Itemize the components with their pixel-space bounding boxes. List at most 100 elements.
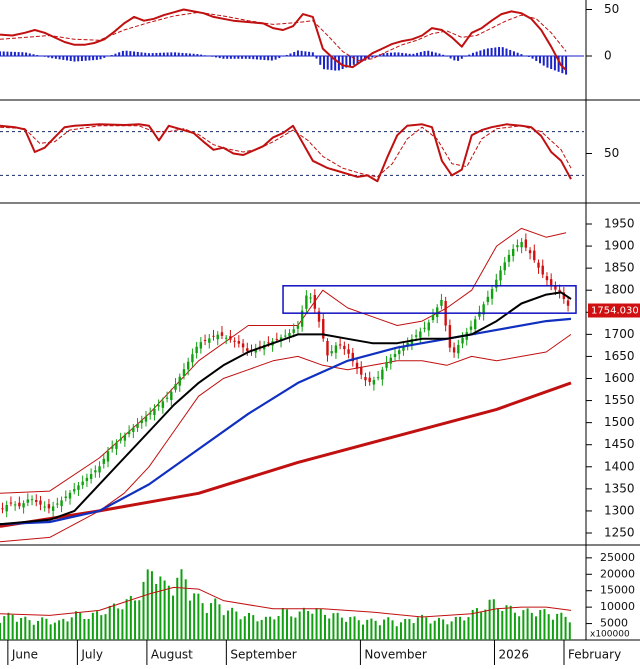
volume-bar — [218, 604, 221, 640]
volume-bar — [383, 619, 386, 640]
volume-bar — [24, 616, 27, 640]
candle-body — [322, 319, 325, 339]
macd-histogram-bar — [211, 56, 214, 57]
volume-bar — [3, 616, 6, 640]
volume-bar — [100, 615, 103, 640]
macd-histogram-bar — [133, 51, 136, 56]
candle-body — [229, 336, 232, 340]
macd-histogram-bar — [486, 48, 489, 56]
macd-histogram-bar — [47, 56, 50, 58]
macd-histogram-bar — [88, 56, 91, 61]
volume-bar — [336, 612, 339, 640]
volume-bar — [522, 610, 525, 640]
macd-histogram-bar — [490, 47, 493, 56]
volume-bar — [0, 622, 1, 640]
time-axis: June July August September November 2026 Febru… — [7, 640, 621, 665]
volume-bar — [374, 620, 377, 640]
x-tick-label: 2026 — [498, 648, 529, 662]
macd-histogram-bar — [323, 56, 325, 70]
x-tick-label: August — [151, 648, 193, 662]
macd-histogram-bar — [382, 53, 385, 56]
macd-histogram-bar — [174, 52, 177, 56]
volume-bar — [146, 569, 149, 640]
candle-body — [309, 297, 312, 299]
macd-histogram-bar — [129, 51, 132, 56]
sma200-line — [0, 381, 572, 528]
candle-body — [60, 500, 63, 507]
macd-histogram-bar — [166, 52, 169, 56]
volume-bar — [459, 616, 462, 640]
macd-histogram-bar — [121, 50, 124, 56]
macd-histogram-bar — [222, 56, 225, 59]
macd-histogram-bar — [397, 52, 400, 56]
y-tick-label: 50 — [604, 2, 619, 16]
macd-histogram-bar — [505, 48, 508, 56]
macd-histogram-bar — [445, 56, 448, 57]
volume-bar — [269, 616, 272, 640]
candle-body — [566, 300, 570, 306]
candle-body — [174, 384, 177, 390]
candle-body — [153, 408, 156, 416]
candle-body — [9, 502, 13, 504]
volume-bar — [172, 595, 175, 640]
candle-body — [267, 342, 270, 344]
stochastic-panel: 50 — [0, 123, 619, 183]
candle-body — [170, 391, 173, 401]
volume-bar — [429, 623, 432, 640]
volume-bar — [248, 613, 251, 640]
macd-histogram-bar — [84, 56, 87, 61]
macd-histogram-bar — [114, 53, 117, 56]
x-tick-label: February — [568, 648, 621, 662]
macd-histogram-bar — [151, 53, 154, 56]
volume-bar — [366, 619, 369, 640]
volume-bar — [134, 600, 137, 640]
volume-bar — [167, 585, 170, 640]
volume-bar — [45, 618, 48, 640]
last-price-badge — [588, 303, 640, 318]
candle-body — [233, 340, 236, 342]
candle-body — [81, 481, 84, 486]
macd-histogram-bar — [13, 51, 16, 56]
volume-bar — [416, 617, 419, 640]
candle-body — [1, 508, 4, 510]
macd-histogram-bar — [352, 56, 355, 65]
volume-bar — [530, 612, 533, 640]
macd-histogram-bar — [2, 51, 5, 56]
volume-bar — [79, 612, 82, 640]
volume-bar — [163, 580, 166, 640]
volume-bar — [467, 617, 470, 640]
macd-histogram-bar — [17, 52, 20, 56]
macd-histogram-bar — [274, 56, 277, 60]
volume-bar — [518, 616, 521, 640]
candle-body — [334, 345, 338, 353]
x-tick-label: September — [230, 648, 296, 662]
volume-bar — [150, 571, 153, 640]
y-tick-label: 1850 — [604, 261, 635, 275]
macd-histogram-bar — [188, 53, 191, 56]
candle-body — [351, 352, 354, 362]
volume-bar — [83, 619, 86, 640]
volume-bar — [387, 617, 390, 640]
candle-body — [182, 369, 186, 376]
volume-bar — [475, 608, 478, 640]
macd-histogram-bar — [6, 51, 9, 56]
volume-bar — [307, 611, 310, 640]
volume-bar — [395, 626, 398, 640]
volume-bar — [340, 617, 343, 640]
macd-histogram-bar — [244, 56, 247, 59]
candle-body — [254, 348, 257, 353]
volume-bar — [260, 619, 263, 640]
macd-histogram-bar — [349, 56, 352, 67]
macd-histogram-bar — [107, 56, 109, 57]
volume-bar — [273, 619, 276, 640]
candle-body — [406, 342, 409, 346]
macd-histogram-bar — [95, 56, 98, 60]
macd-histogram-bar — [423, 51, 426, 56]
volume-bar — [564, 616, 567, 640]
macd-histogram-bar — [293, 51, 296, 56]
macd-histogram-bar — [296, 50, 299, 56]
candle-body — [330, 351, 333, 354]
macd-histogram-bar — [200, 54, 203, 56]
candle-body — [115, 442, 118, 449]
